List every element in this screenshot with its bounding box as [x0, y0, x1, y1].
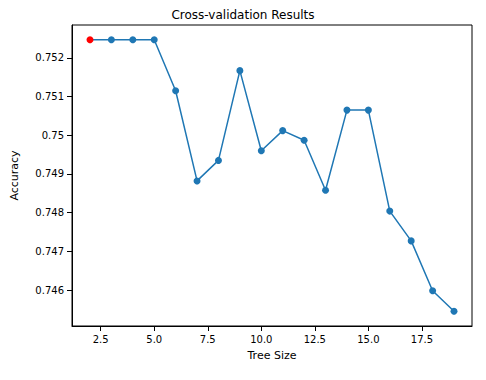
- svg-text:0.746: 0.746: [35, 285, 64, 296]
- svg-text:Cross-validation Results: Cross-validation Results: [171, 8, 314, 22]
- svg-text:2.5: 2.5: [93, 334, 109, 345]
- svg-text:Tree Size: Tree Size: [247, 349, 297, 362]
- svg-text:0.751: 0.751: [35, 91, 64, 102]
- svg-text:0.747: 0.747: [35, 246, 64, 257]
- svg-text:7.5: 7.5: [200, 334, 216, 345]
- svg-text:12.5: 12.5: [304, 334, 326, 345]
- svg-text:15.0: 15.0: [357, 334, 379, 345]
- svg-text:5.0: 5.0: [146, 334, 162, 345]
- svg-text:0.749: 0.749: [35, 168, 64, 179]
- svg-text:0.75: 0.75: [42, 130, 64, 141]
- svg-text:0.748: 0.748: [35, 207, 64, 218]
- svg-text:10.0: 10.0: [250, 334, 272, 345]
- svg-text:Accuracy: Accuracy: [8, 150, 21, 201]
- svg-text:17.5: 17.5: [411, 334, 433, 345]
- svg-text:0.752: 0.752: [35, 52, 64, 63]
